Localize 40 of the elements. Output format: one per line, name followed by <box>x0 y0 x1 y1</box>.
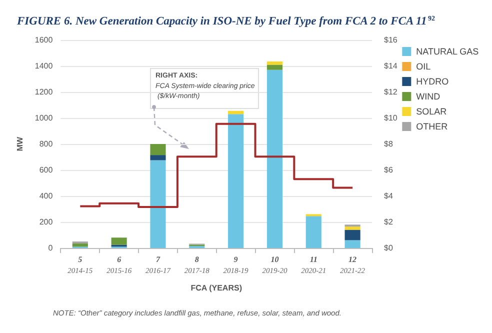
y2-tick-label: $14 <box>384 62 398 70</box>
y2-tick-label: $16 <box>384 36 398 44</box>
bar <box>150 144 166 156</box>
y2-tick-label: $10 <box>384 114 398 122</box>
bar <box>306 216 322 248</box>
legend-label: HYDRO <box>416 76 449 86</box>
x-axis-title: FCA (YEARS) <box>190 284 242 292</box>
y-tick-label: 1000 <box>34 114 54 122</box>
y-axis-title: MW <box>16 136 24 152</box>
bar <box>344 240 360 248</box>
legend-label: NATURAL GAS <box>416 46 479 56</box>
legend-label: WIND <box>416 92 441 102</box>
y2-tick-label: $4 <box>384 192 394 200</box>
bar <box>111 238 127 245</box>
y2-tick-label: $2 <box>384 218 394 226</box>
bar <box>150 155 166 160</box>
bar <box>228 110 244 114</box>
bar <box>150 160 166 248</box>
y2-tick-label: $6 <box>384 166 394 174</box>
y-tick-label: 1200 <box>34 88 54 96</box>
y2-tick-label: $8 <box>384 140 394 148</box>
y-tick-label: 600 <box>39 166 54 174</box>
bar <box>344 226 360 230</box>
y-tick-label: 0 <box>48 244 54 252</box>
y2-tick-label: $0 <box>384 244 394 252</box>
bar <box>266 61 282 65</box>
y-tick-label: 200 <box>39 218 54 226</box>
y-tick-label: 800 <box>39 140 54 148</box>
bar <box>72 243 88 247</box>
bar <box>266 64 282 70</box>
y-tick-label: 1600 <box>34 36 54 44</box>
legend-label: OTHER <box>416 122 448 132</box>
y-tick-label: 1400 <box>34 62 54 70</box>
legend-label: OIL <box>416 62 431 72</box>
y2-tick-label: $12 <box>384 88 398 96</box>
legend-label: SOLAR <box>416 106 448 116</box>
y-tick-label: 400 <box>39 192 54 200</box>
bar <box>266 70 282 248</box>
bar <box>228 114 244 248</box>
bar <box>344 230 360 240</box>
